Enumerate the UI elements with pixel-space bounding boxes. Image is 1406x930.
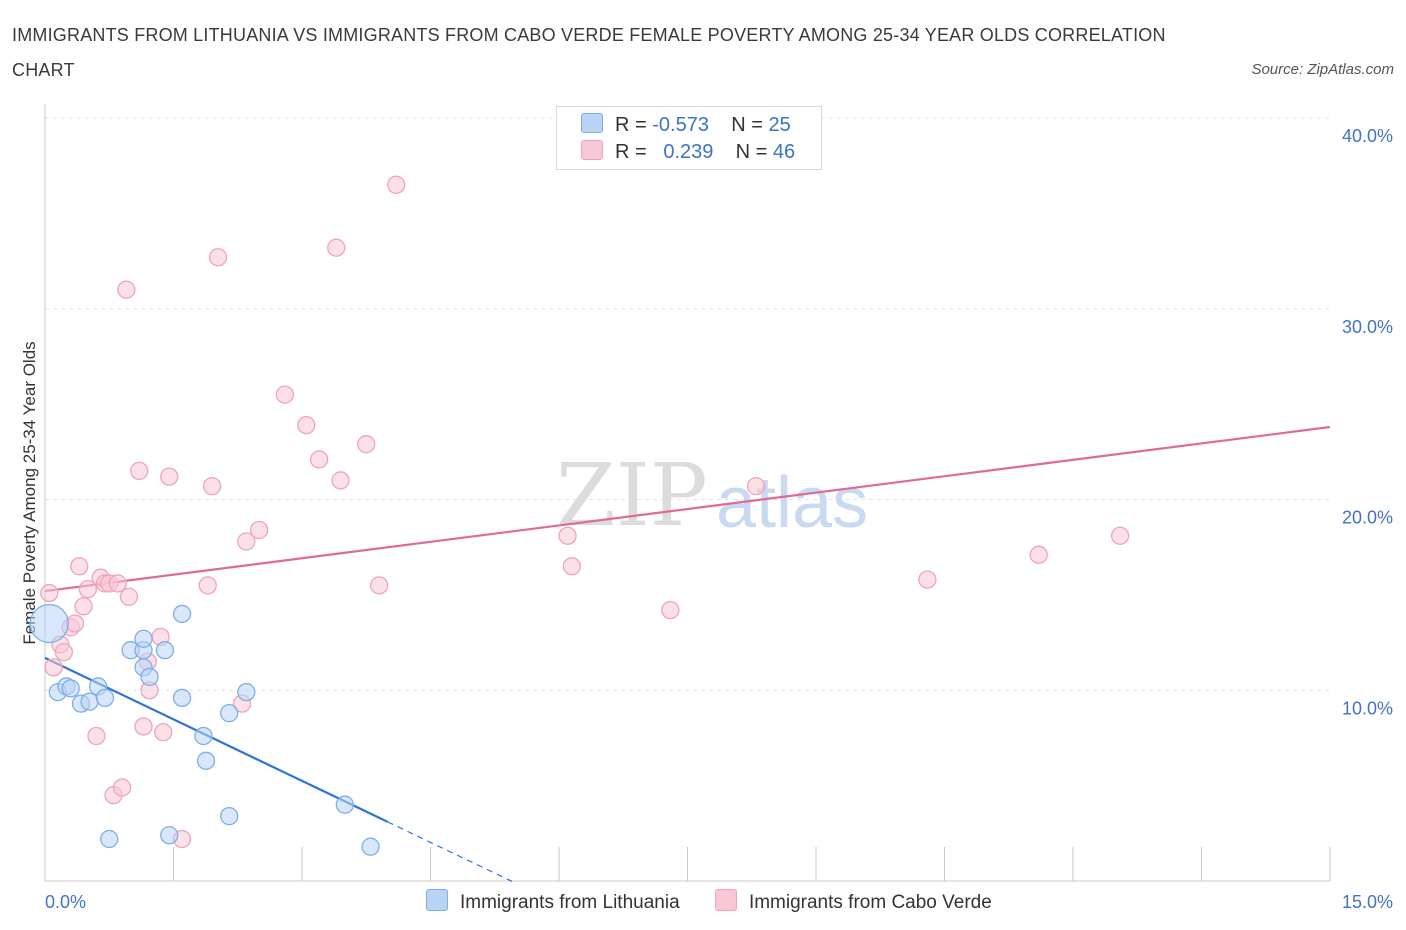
cabo-verde-point[interactable]: [237, 532, 256, 551]
y-tick-label: 20.0%: [1342, 508, 1393, 528]
cabo-verde-point[interactable]: [74, 597, 93, 616]
legend-n-value: 46: [772, 141, 796, 163]
cabo-verde-point[interactable]: [369, 576, 389, 595]
lithuania-point[interactable]: [29, 603, 69, 644]
cabo-verde-point[interactable]: [112, 778, 132, 797]
lithuania-point[interactable]: [80, 692, 99, 711]
cabo-verde-point[interactable]: [108, 574, 127, 593]
legend-label-cabo-verde: Immigrants from Cabo Verde: [748, 892, 992, 913]
cabo-verde-point[interactable]: [275, 385, 295, 404]
lithuania-swatch: [426, 889, 448, 911]
lithuania-point[interactable]: [220, 703, 239, 723]
cabo-verde-point[interactable]: [154, 723, 173, 742]
grid-lines: [45, 117, 1330, 691]
legend-n-label: N =: [735, 141, 768, 163]
legend-row-cabo-verde: R = 0.239 N = 46: [581, 140, 795, 166]
cabo-verde-point[interactable]: [357, 435, 376, 454]
cabo-verde-point[interactable]: [1029, 545, 1048, 564]
legend-label-lithuania: Immigrants from Lithuania: [460, 892, 680, 913]
cabo-verde-point[interactable]: [558, 526, 577, 545]
source-label: Source: ZipAtlas.com: [1251, 61, 1394, 78]
cabo-verde-point[interactable]: [208, 248, 228, 267]
lithuania-point[interactable]: [160, 826, 179, 845]
x-tick-label: 15.0%: [1342, 892, 1393, 912]
cabo-verde-point[interactable]: [134, 717, 153, 736]
axes: [44, 104, 1331, 882]
y-tick-label: 10.0%: [1342, 698, 1393, 718]
cabo-verde-point[interactable]: [327, 238, 346, 257]
cabo-verde-point[interactable]: [918, 570, 937, 589]
y-tick-label: 40.0%: [1342, 126, 1393, 146]
trend-line-extension: [387, 821, 517, 884]
legend-item-cabo-verde[interactable]: Immigrants from Cabo Verde: [714, 889, 992, 914]
cabo-verde-point[interactable]: [250, 520, 269, 540]
watermark-zip: ZIP: [556, 446, 708, 546]
legend-r-value: -0.573: [652, 114, 709, 136]
lithuania-point[interactable]: [361, 837, 380, 856]
lithuania-point[interactable]: [335, 795, 354, 814]
lithuania-point[interactable]: [172, 688, 192, 708]
tick-labels: 10.0% 20.0% 30.0% 40.0% 0.0% 15.0%: [45, 126, 1393, 912]
chart-title: IMMIGRANTS FROM LITHUANIA VS IMMIGRANTS …: [12, 25, 1166, 80]
cabo-verde-point[interactable]: [87, 726, 106, 746]
cabo-verde-point[interactable]: [78, 580, 97, 599]
legend-row-lithuania: R = -0.573 N = 25: [581, 113, 791, 139]
lithuania-point[interactable]: [237, 683, 256, 702]
lithuania-point[interactable]: [220, 806, 239, 826]
cabo-verde-point[interactable]: [746, 476, 766, 496]
cabo-verde-point[interactable]: [54, 642, 73, 662]
cabo-verde-swatch: [581, 140, 603, 160]
lithuania-point[interactable]: [134, 629, 153, 648]
cabo-verde-point[interactable]: [117, 280, 136, 299]
cabo-verde-point[interactable]: [40, 583, 59, 603]
cabo-verde-point[interactable]: [119, 587, 139, 606]
trend-line: [44, 425, 1331, 593]
cabo-verde-point[interactable]: [160, 467, 179, 486]
cabo-verde-point[interactable]: [202, 476, 222, 496]
cabo-verde-point[interactable]: [562, 557, 581, 576]
cabo-verde-point[interactable]: [309, 450, 329, 469]
lithuania-point[interactable]: [61, 679, 80, 698]
legend-n-label: N =: [731, 114, 763, 136]
watermark: ZIP atlas: [556, 446, 868, 546]
legend-n-value: 25: [768, 114, 791, 136]
stats-legend: R = -0.573 N = 25 R = 0.239 N = 46: [556, 106, 822, 170]
lithuania-point[interactable]: [172, 604, 192, 624]
cabo-verde-point[interactable]: [130, 461, 149, 481]
lithuania-point[interactable]: [95, 688, 115, 708]
cabo-verde-point[interactable]: [661, 600, 680, 620]
lithuania-swatch: [581, 113, 603, 133]
lithuania-point[interactable]: [196, 751, 216, 770]
legend-item-lithuania[interactable]: Immigrants from Lithuania: [426, 889, 680, 914]
x-tick-label: 0.0%: [45, 892, 86, 912]
lithuania-point[interactable]: [194, 726, 213, 746]
legend-r-label: R =: [615, 141, 647, 163]
cabo-verde-point[interactable]: [297, 415, 316, 435]
lithuania-point[interactable]: [155, 641, 175, 660]
cabo-verde-point[interactable]: [70, 557, 89, 576]
cabo-verde-point[interactable]: [331, 471, 350, 490]
cabo-verde-point[interactable]: [44, 658, 63, 677]
cabo-verde-point[interactable]: [1110, 526, 1130, 545]
data-points: [29, 175, 1130, 856]
cabo-verde-point[interactable]: [387, 175, 406, 194]
legend-r-value: 0.239: [663, 141, 714, 163]
y-tick-label: 30.0%: [1342, 317, 1393, 337]
series-legend: Immigrants from Lithuania Immigrants fro…: [426, 889, 1022, 914]
cabo-verde-point[interactable]: [65, 614, 85, 633]
cabo-verde-swatch: [714, 889, 737, 911]
lithuania-point[interactable]: [140, 667, 159, 687]
legend-r-label: R =: [615, 114, 647, 136]
cabo-verde-point[interactable]: [198, 576, 217, 595]
lithuania-point[interactable]: [100, 829, 119, 849]
